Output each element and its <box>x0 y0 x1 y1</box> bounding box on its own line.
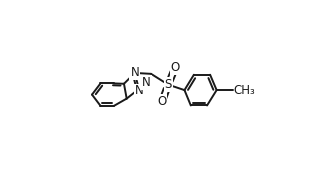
Text: CH₃: CH₃ <box>233 84 255 97</box>
Text: O: O <box>157 95 166 108</box>
Text: N: N <box>130 66 139 79</box>
Text: N: N <box>135 84 144 98</box>
Text: S: S <box>165 78 172 91</box>
Text: O: O <box>170 61 180 74</box>
Text: N: N <box>142 76 151 89</box>
